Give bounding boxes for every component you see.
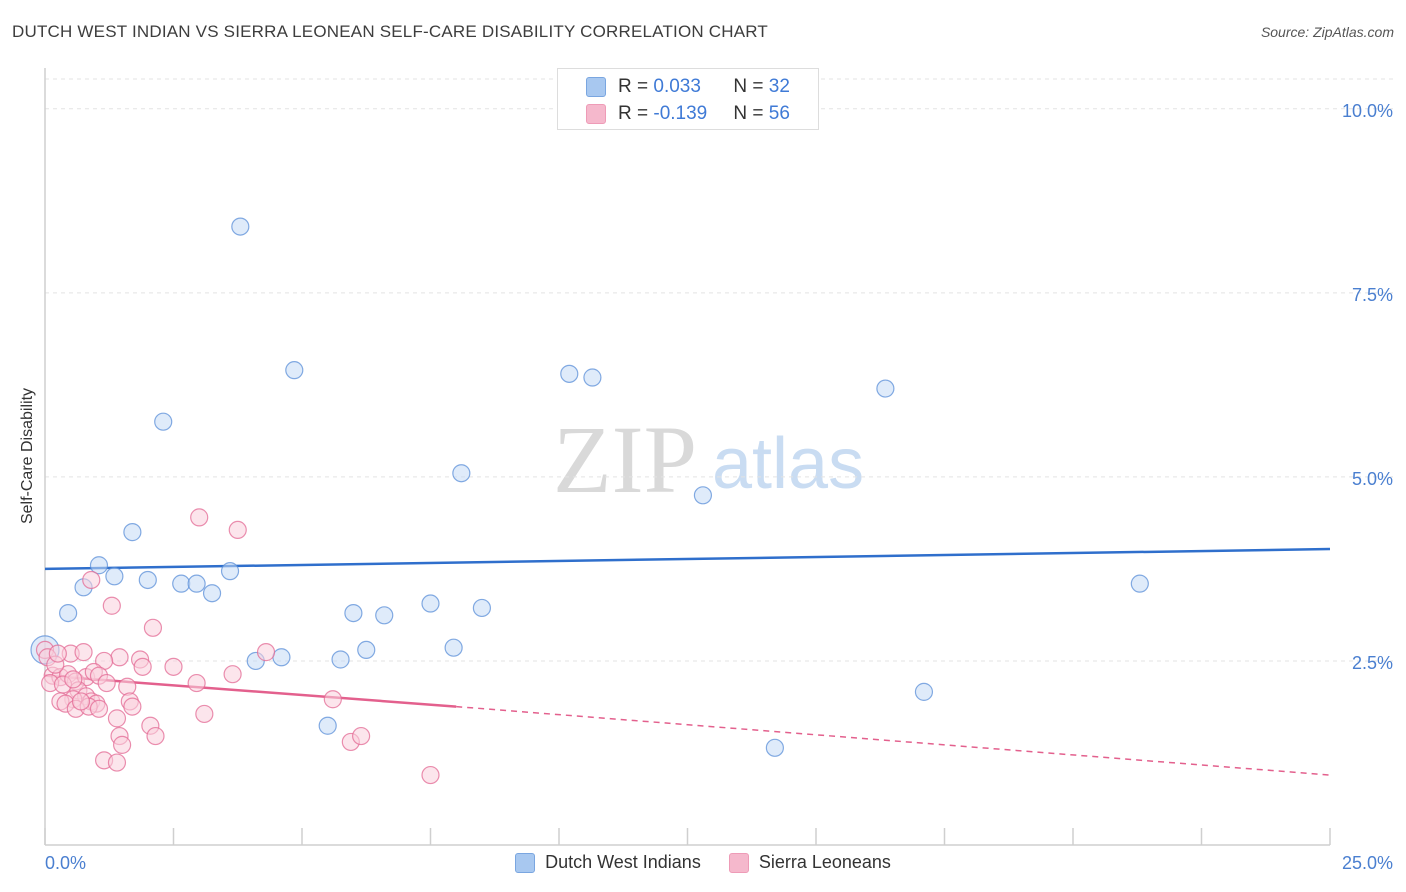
stats-n-value: 32: [768, 76, 790, 97]
stats-row-dutch: R = 0.033 N = 32: [586, 76, 790, 98]
stats-r-value: 0.033: [653, 76, 701, 97]
sierra-leonean-point: [195, 704, 214, 724]
watermark-zip: ZIP: [553, 406, 697, 513]
dutch-west-indian-point: [285, 361, 304, 380]
stats-r-value: -0.139: [653, 103, 708, 124]
stats-swatch-dutch: [586, 77, 606, 97]
sierra-leonean-point: [82, 570, 101, 590]
chart-title: DUTCH WEST INDIAN VS SIERRA LEONEAN SELF…: [12, 22, 769, 41]
y-tick-label: 7.5%: [1352, 285, 1393, 305]
sierra-leonean-point: [118, 677, 137, 696]
dutch-west-indian-point: [231, 217, 250, 236]
dutch-west-indian-point: [187, 574, 206, 593]
dutch-west-indian-point: [105, 567, 124, 586]
dutch-west-indian-point: [444, 638, 463, 657]
sierra-trend-line-dashed: [456, 705, 1331, 776]
dutch-west-indian-point: [560, 364, 579, 383]
dutch-west-indian-point: [357, 640, 376, 660]
stats-n-label: N =: [733, 76, 769, 97]
legend: Dutch West Indians Sierra Leoneans: [0, 852, 1406, 873]
dutch-west-indian-point: [220, 562, 240, 581]
sierra-leonean-point: [133, 657, 152, 676]
sierra-leonean-point: [102, 596, 121, 615]
legend-label-sierra: Sierra Leoneans: [758, 852, 891, 872]
dutch-west-indian-point: [331, 650, 350, 669]
dutch-west-indian-point: [1130, 574, 1149, 593]
dutch-trend-line: [44, 547, 1331, 571]
legend-swatch-dutch: [515, 852, 536, 873]
dutch-west-indian-point: [272, 648, 291, 667]
dutch-west-indian-point: [154, 412, 173, 431]
dutch-west-indian-point: [421, 594, 440, 613]
y-tick-label: 5.0%: [1352, 469, 1393, 489]
x-tick-label: 0.0%: [45, 853, 86, 873]
watermark: ZIP atlas: [553, 406, 864, 513]
dutch-west-indian-point: [318, 716, 337, 735]
dutch-west-indian-point: [693, 486, 713, 505]
legend-label-dutch: Dutch West Indians: [545, 852, 701, 872]
dutch-west-indian-point: [123, 523, 142, 542]
dutch-west-indian-point: [202, 584, 222, 603]
sierra-leonean-point: [421, 765, 440, 785]
x-tick-label: 25.0%: [1342, 853, 1393, 873]
stats-n-label: N =: [733, 103, 769, 124]
sierra-leonean-point: [187, 673, 206, 693]
sierra-leonean-point: [97, 673, 116, 693]
dutch-west-indian-point: [472, 598, 491, 618]
sierra-leonean-point: [110, 648, 129, 667]
dutch-west-indian-point: [583, 368, 602, 387]
sierra-leonean-point: [74, 643, 93, 662]
sierra-leonean-point: [71, 692, 91, 711]
legend-swatch-sierra: [728, 852, 749, 873]
stats-row-sierra: R = -0.139 N = 56: [586, 103, 790, 125]
dutch-west-indian-point: [89, 556, 109, 575]
sierra-leonean-point: [107, 753, 127, 772]
dutch-west-indian-point: [452, 464, 471, 483]
sierra-leonean-point: [352, 726, 371, 746]
sierra-leonean-point: [164, 657, 183, 676]
sierra-leonean-point: [89, 699, 109, 718]
stats-n-value: 56: [768, 103, 790, 124]
dutch-west-indian-point: [876, 379, 895, 398]
stats-swatch-sierra: [586, 104, 606, 124]
dutch-west-indian-point: [172, 574, 191, 593]
watermark-atlas: atlas: [712, 424, 864, 504]
dutch-west-indian-point: [344, 603, 363, 623]
dutch-west-indian-point: [375, 606, 394, 625]
legend-item-dutch-west-indians[interactable]: Dutch West Indians: [515, 852, 701, 873]
legend-item-sierra-leoneans[interactable]: Sierra Leoneans: [728, 852, 891, 873]
dutch-west-indian-point: [59, 603, 78, 623]
sierra-leonean-point: [323, 690, 342, 709]
sierra-leonean-point: [48, 644, 67, 663]
sierra-leonean-point: [143, 618, 163, 637]
sierra-leonean-point: [228, 520, 247, 540]
dutch-west-indian-point: [914, 682, 934, 701]
stats-box: R = 0.033 N = 32 R = -0.139 N = 56: [557, 68, 819, 130]
sierra-leonean-point: [190, 508, 209, 527]
y-tick-label: 2.5%: [1352, 653, 1393, 673]
stats-r-label: R =: [618, 76, 654, 97]
dutch-west-indian-point: [138, 570, 157, 590]
sierra-leonean-point: [64, 670, 83, 689]
stats-r-label: R =: [618, 103, 654, 124]
sierra-leonean-point: [107, 709, 127, 728]
source-label: Source: ZipAtlas.com: [1260, 24, 1394, 40]
y-tick-label: 10.0%: [1342, 101, 1393, 121]
sierra-leonean-point: [223, 665, 242, 684]
sierra-leonean-point: [146, 726, 165, 746]
y-axis-label: Self-Care Disability: [19, 387, 36, 525]
sierra-leonean-point: [256, 643, 276, 662]
dutch-west-indian-point: [765, 738, 784, 757]
sierra-leonean-point: [123, 697, 142, 716]
sierra-leonean-point: [112, 735, 132, 754]
